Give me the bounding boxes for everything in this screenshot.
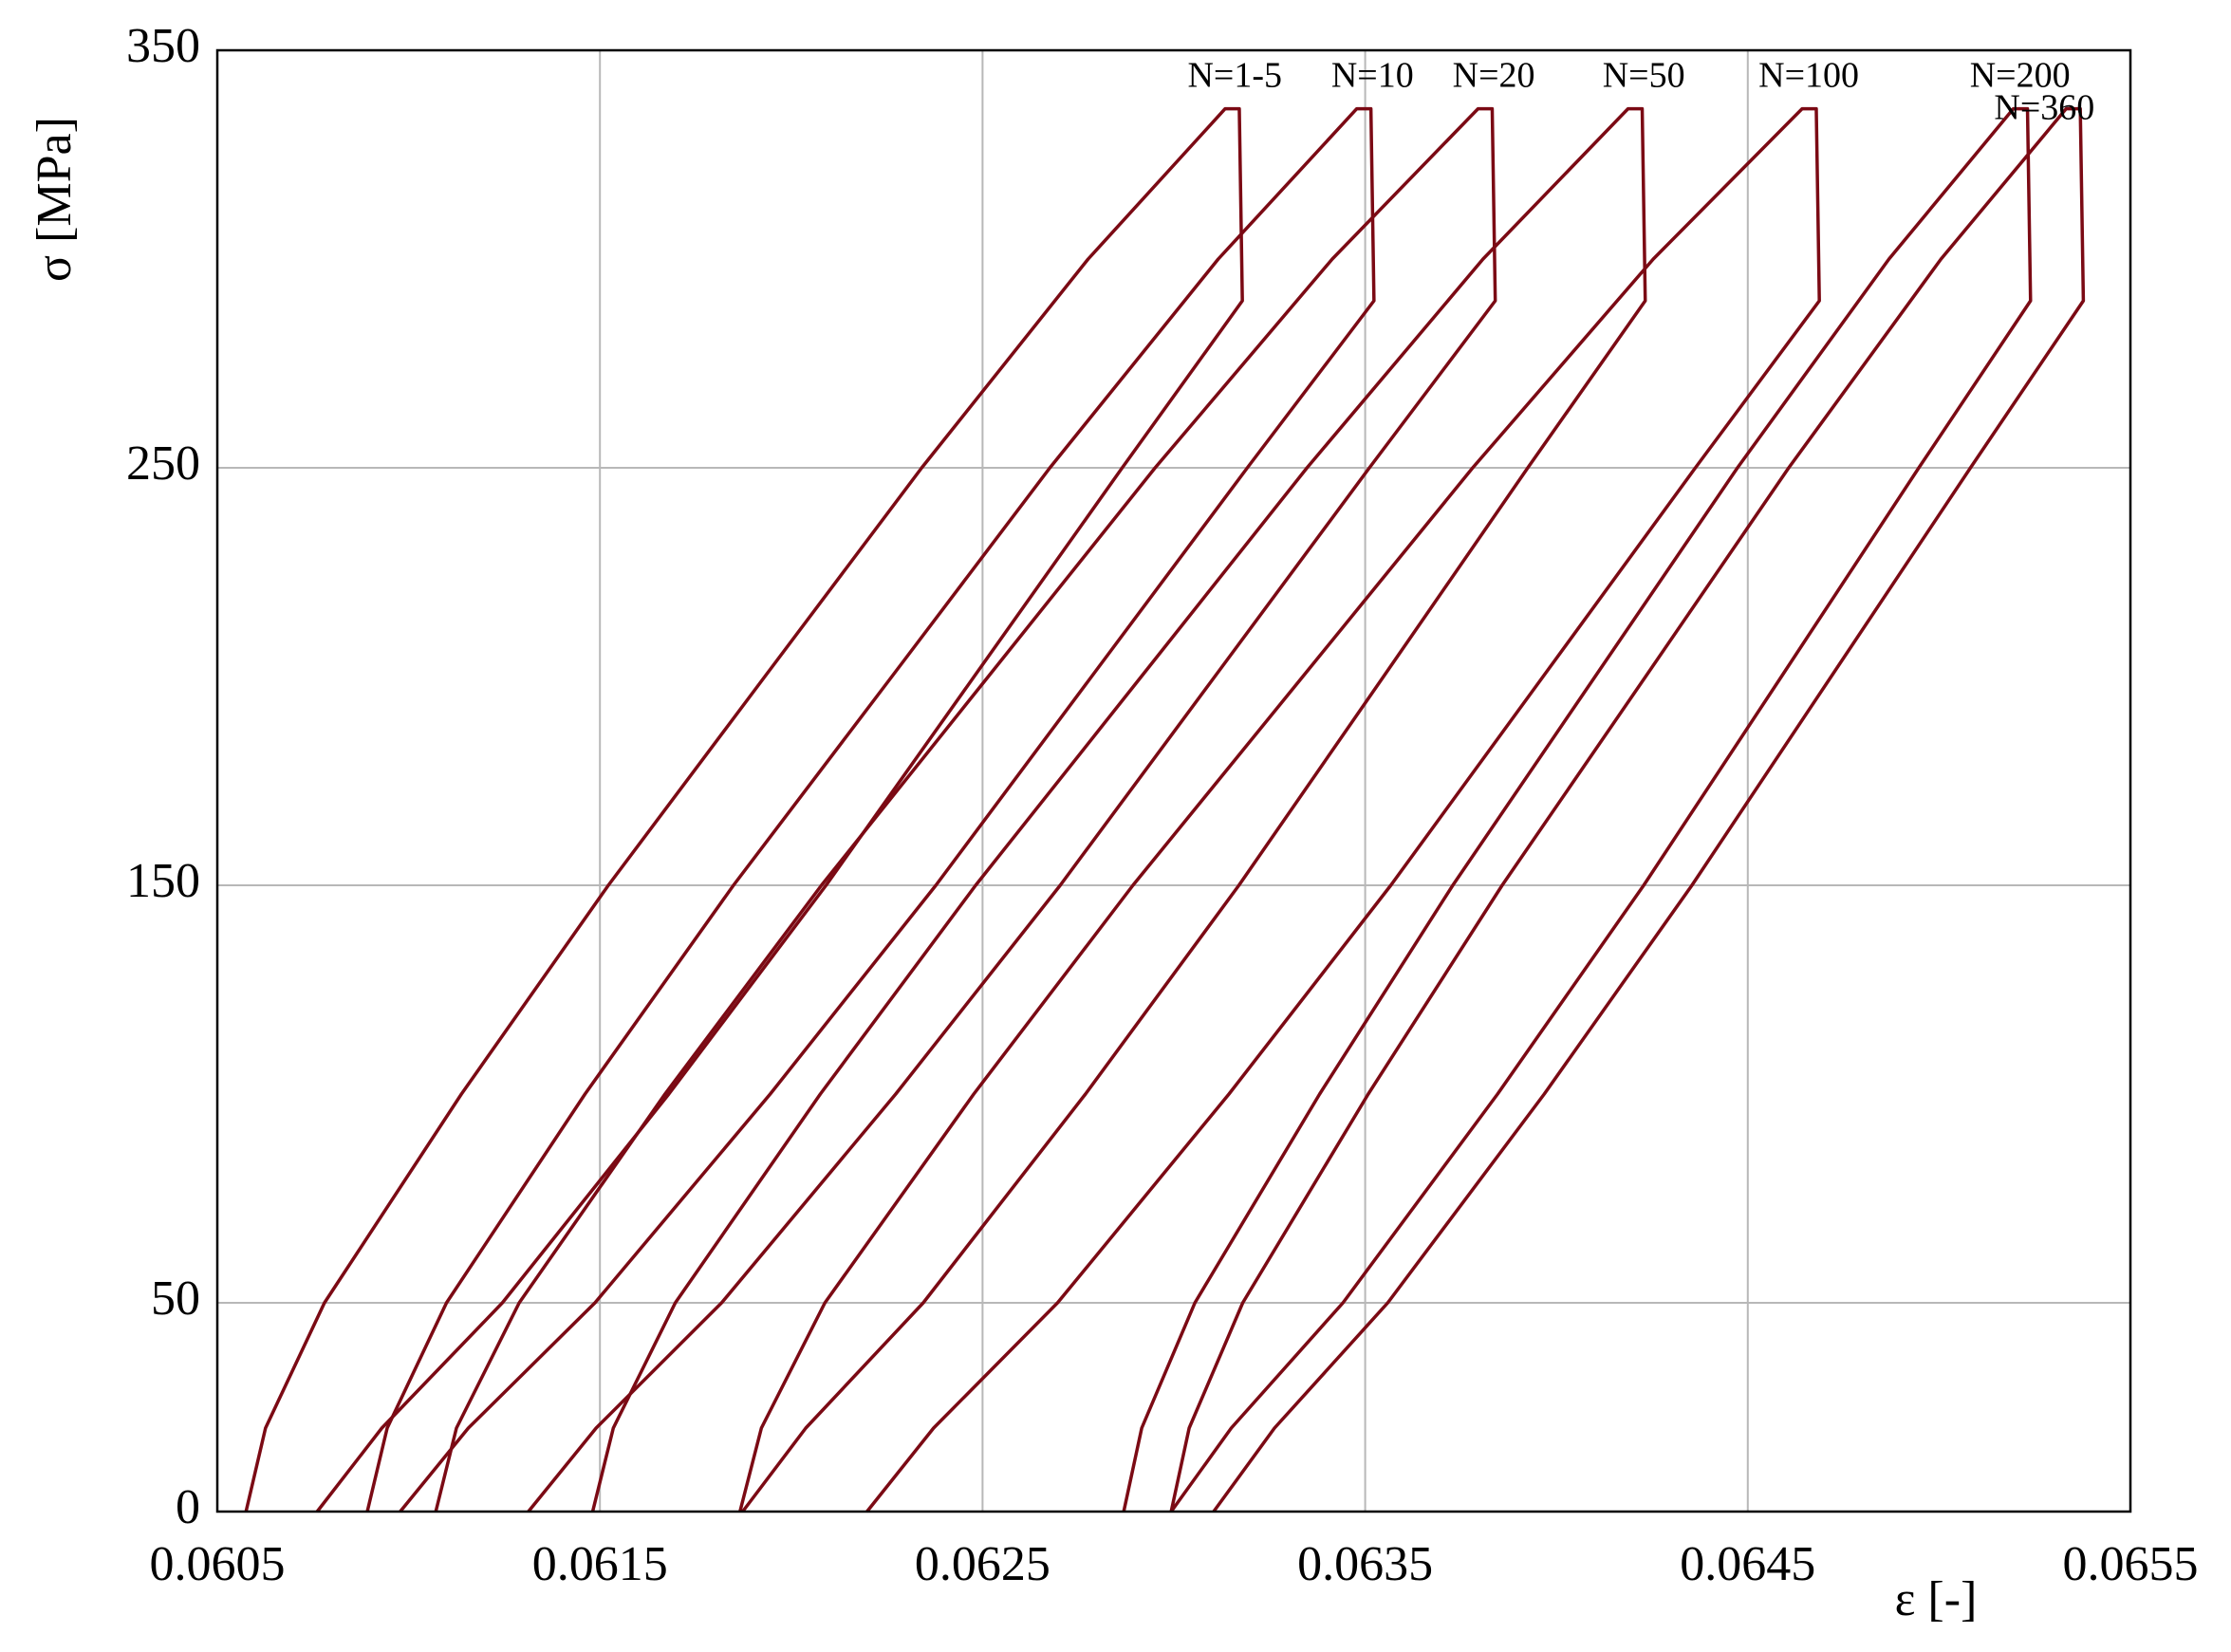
series-label: N=20	[1453, 55, 1535, 95]
loop-line	[1169, 106, 2086, 1513]
loop-line	[244, 106, 1244, 1513]
x-tick-label: 0.0625	[915, 1537, 1050, 1591]
x-axis-label: ε [-]	[1895, 1572, 1978, 1626]
plot-frame	[215, 48, 2132, 1513]
series-label: N=360	[1994, 87, 2094, 127]
series-label: N=10	[1331, 55, 1414, 95]
loop-line	[590, 106, 1647, 1513]
series-group	[244, 106, 2086, 1513]
x-tick-label: 0.0655	[2063, 1537, 2199, 1591]
x-tick-label: 0.0645	[1680, 1537, 1815, 1591]
y-tick-label: 250	[126, 436, 200, 491]
y-tick-label: 150	[126, 854, 200, 908]
series-label: N=50	[1603, 55, 1685, 95]
loop-line	[434, 106, 1497, 1513]
grid	[216, 49, 2131, 1513]
x-tick-label: 0.0605	[150, 1537, 286, 1591]
loop-line	[1122, 106, 2033, 1513]
y-tick-label: 350	[126, 19, 200, 73]
series-label: N=1-5	[1187, 55, 1282, 95]
x-tick-label: 0.0615	[532, 1537, 668, 1591]
series-label: N=100	[1758, 55, 1859, 95]
series-label: N=200	[1970, 55, 2071, 95]
y-axis-label: σ [MPa]	[28, 117, 82, 282]
x-tick-label: 0.0635	[1297, 1537, 1433, 1591]
loop-line	[365, 106, 1376, 1513]
loop-line	[738, 106, 1821, 1513]
y-tick-label: 50	[151, 1271, 200, 1326]
y-tick-label: 0	[176, 1480, 200, 1534]
